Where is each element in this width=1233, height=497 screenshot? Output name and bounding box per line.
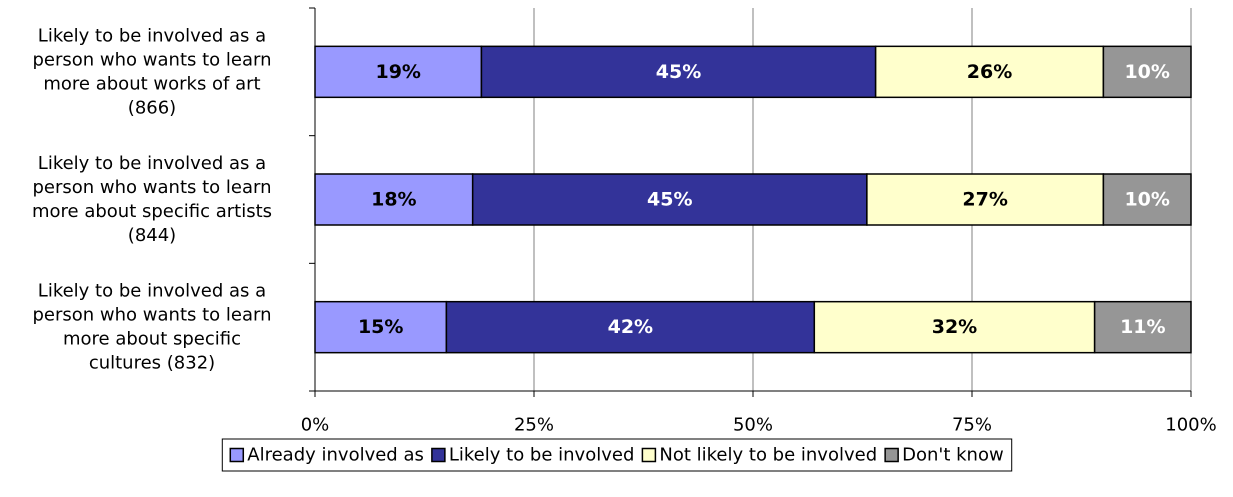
bar-segment (445, 300, 816, 354)
bar-segment (874, 45, 1105, 99)
legend: Already involved as Likely to be involved… (221, 438, 1013, 472)
bar-segment (866, 173, 1105, 226)
legend-label: Not likely to be involved (659, 445, 877, 466)
data-label: 18% (371, 189, 416, 211)
data-label: 19% (375, 61, 420, 83)
category-label: (866) (128, 97, 176, 118)
data-label: 45% (647, 189, 692, 211)
category-label: person who wants to learn (33, 177, 272, 198)
category-label: person who wants to learn (33, 49, 272, 70)
x-tick-label: 0% (301, 415, 330, 436)
legend-swatch (641, 447, 657, 463)
category-labels: Likely to be involved as a person who wan… (32, 25, 272, 373)
legend-box (221, 438, 1013, 472)
x-tick-label: 25% (514, 415, 554, 436)
data-label: 15% (358, 316, 403, 338)
data-label: 11% (1120, 316, 1165, 338)
category-label: person who wants to learn (33, 305, 272, 326)
x-tick-label: 100% (1165, 415, 1216, 436)
legend-label: Likely to be involved (449, 445, 635, 466)
data-label: 10% (1124, 189, 1169, 211)
data-label: 26% (967, 61, 1012, 83)
data-label: 42% (608, 316, 653, 338)
x-tick-labels: 0% 25% 50% 75% 100% (301, 415, 1217, 436)
data-label: 10% (1124, 61, 1169, 83)
legend-label: Already involved as (247, 445, 424, 466)
legend-swatch (884, 447, 899, 463)
category-label: more about works of art (43, 73, 260, 94)
x-tick-label: 50% (733, 415, 773, 436)
category-label: more about specific artists (32, 201, 272, 222)
category-label: Likely to be involved as a (38, 153, 266, 174)
category-label: cultures (832) (89, 353, 215, 374)
legend-swatch (229, 447, 245, 463)
bar-segment (471, 173, 868, 226)
bar-segment (1102, 173, 1192, 226)
category-label: Likely to be involved as a (38, 281, 266, 302)
bar-segment (813, 300, 1096, 354)
data-label: 27% (962, 189, 1007, 211)
bar-segment (314, 300, 448, 354)
bar-segment (314, 45, 483, 99)
category-label: more about specific (63, 329, 241, 350)
category-label: (844) (128, 225, 176, 246)
bar-segment (1102, 45, 1192, 99)
category-label: Likely to be involved as a (38, 25, 266, 46)
bars: 19% 45% 26% 10% 18% 45% 27% 10% 15% 42% 32% 11% (314, 45, 1192, 354)
bar-segment (1093, 300, 1192, 354)
bar-segment (314, 173, 474, 226)
legend-label: Don't know (902, 445, 1004, 466)
data-label: 45% (656, 61, 701, 83)
legend-swatch (431, 447, 446, 463)
data-label: 32% (932, 316, 977, 338)
x-tick-label: 75% (952, 415, 992, 436)
